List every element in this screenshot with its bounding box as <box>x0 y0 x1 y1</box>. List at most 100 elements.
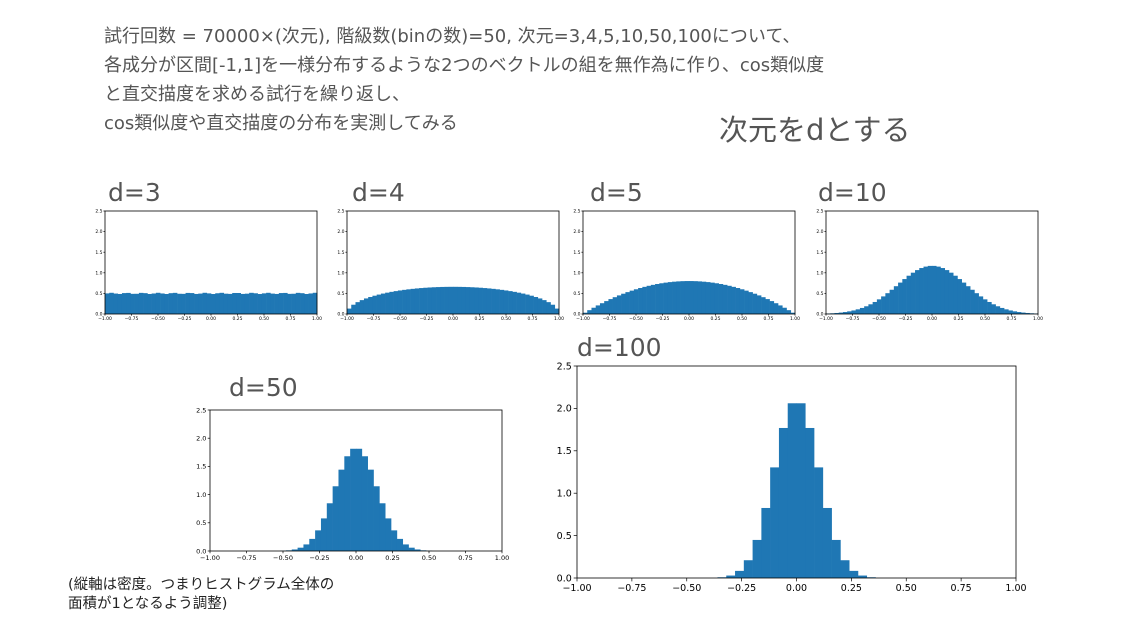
histogram-bar <box>650 284 656 314</box>
histogram-bar <box>130 293 135 314</box>
histogram-bar <box>491 288 496 314</box>
y-tick-label: 2.5 <box>196 406 206 414</box>
histogram-bar <box>109 292 114 314</box>
histogram-bar <box>266 292 271 314</box>
x-tick-label: 0.50 <box>737 316 747 322</box>
histogram-bar <box>503 290 509 314</box>
footnote-line: 面積が1となるよう調整) <box>68 596 228 612</box>
histogram-bar <box>168 293 174 314</box>
histogram-bar <box>667 282 673 314</box>
x-tick-label: 0.00 <box>448 316 458 322</box>
histogram-bar <box>177 293 182 314</box>
histogram-bar <box>796 403 806 578</box>
histogram-bar <box>739 289 745 314</box>
x-tick-label: 0.25 <box>953 316 963 322</box>
dimension-note: 次元をdとする <box>719 113 911 147</box>
x-tick-label: −0.75 <box>603 316 617 322</box>
histogram-bar <box>842 312 848 314</box>
histogram-bar <box>910 272 916 314</box>
histogram-bar <box>121 293 127 314</box>
histogram-bar <box>297 547 304 551</box>
histogram-bar <box>849 570 859 578</box>
histogram-bar <box>710 282 715 314</box>
histogram-bar <box>927 265 933 314</box>
histogram-bar <box>391 530 398 551</box>
histogram-bar <box>402 544 409 551</box>
x-tick-label: 0.75 <box>951 583 972 594</box>
histogram-bar <box>583 312 588 314</box>
y-tick-label: 1.0 <box>816 270 823 276</box>
histogram-bar <box>278 293 284 314</box>
x-tick-label: 0.25 <box>474 316 484 322</box>
histogram-bar <box>406 289 411 314</box>
histogram-bar <box>274 293 280 314</box>
histogram-bar <box>948 272 954 314</box>
histogram-bar <box>151 293 157 314</box>
histogram-bar <box>982 299 988 314</box>
x-tick-label: −1.00 <box>819 316 833 322</box>
histogram-bar <box>633 289 639 314</box>
histogram-bar <box>368 296 373 314</box>
y-tick-label: 1.5 <box>816 250 823 256</box>
histogram-bar <box>181 293 186 314</box>
histogram-bar <box>587 310 592 314</box>
histogram-bar <box>599 303 605 314</box>
histogram-bar <box>855 309 861 314</box>
y-tick-label: 2.0 <box>95 229 102 235</box>
plot-frame <box>576 365 1017 579</box>
x-tick-label: 0.00 <box>349 554 363 562</box>
histogram-bar <box>735 288 741 314</box>
histogram-bar <box>385 292 390 314</box>
histogram-bar <box>359 300 365 314</box>
histogram-bar <box>486 288 492 314</box>
histogram-bar <box>1008 310 1013 314</box>
histogram-bar <box>397 290 403 314</box>
histogram-bar <box>995 306 1001 314</box>
histogram-bar <box>722 284 728 314</box>
x-tick-label: −0.25 <box>656 316 670 322</box>
histogram-bar <box>338 469 345 551</box>
x-tick-label: 0.75 <box>458 554 472 562</box>
histogram-bar <box>194 293 199 314</box>
histogram-bar <box>376 294 382 314</box>
x-tick-label: 0.25 <box>841 583 862 594</box>
x-tick-label: 1.00 <box>554 316 564 322</box>
histogram-bar <box>361 456 368 551</box>
histogram-bar <box>604 301 609 314</box>
histogram-bar <box>533 296 539 314</box>
x-tick-label: −0.75 <box>617 583 646 594</box>
histogram-bar <box>253 293 258 314</box>
histogram-bar <box>940 268 946 314</box>
histogram-bar <box>164 294 169 314</box>
histogram-bar <box>304 294 309 314</box>
histogram-bar <box>363 298 369 314</box>
histogram-bar <box>1004 309 1009 314</box>
histogram-bar <box>320 518 328 551</box>
x-tick-label: −0.75 <box>846 316 860 322</box>
y-tick-label: 2.5 <box>337 209 344 215</box>
histogram-bar <box>847 311 852 314</box>
chart-label-d5: d=5 <box>590 178 643 207</box>
x-tick-label: −0.25 <box>420 316 434 322</box>
histogram-bar <box>991 304 996 314</box>
histogram-bar <box>495 289 500 314</box>
histogram-bar <box>287 293 292 314</box>
histogram-bar <box>355 302 361 314</box>
x-tick-label: 0.75 <box>1006 316 1016 322</box>
histogram-bar <box>380 293 386 314</box>
y-tick-label: 2.5 <box>95 209 102 215</box>
x-tick-label: 1.00 <box>1005 583 1026 594</box>
histogram-bar <box>693 281 698 314</box>
histogram-bar <box>906 275 912 314</box>
histogram-bar <box>621 293 626 314</box>
histogram-bar <box>440 286 445 314</box>
y-tick-label: 1.0 <box>337 270 344 276</box>
x-tick-label: −0.50 <box>393 316 407 322</box>
histogram-bar <box>113 293 119 314</box>
footnote-line: (縦軸は密度。つまりヒストグラム全体の <box>68 577 335 593</box>
histogram-bar <box>923 266 929 314</box>
histogram-bar <box>240 293 246 314</box>
histogram-bar <box>936 266 941 314</box>
histogram-bar <box>743 560 753 578</box>
histogram-bar <box>684 281 690 314</box>
